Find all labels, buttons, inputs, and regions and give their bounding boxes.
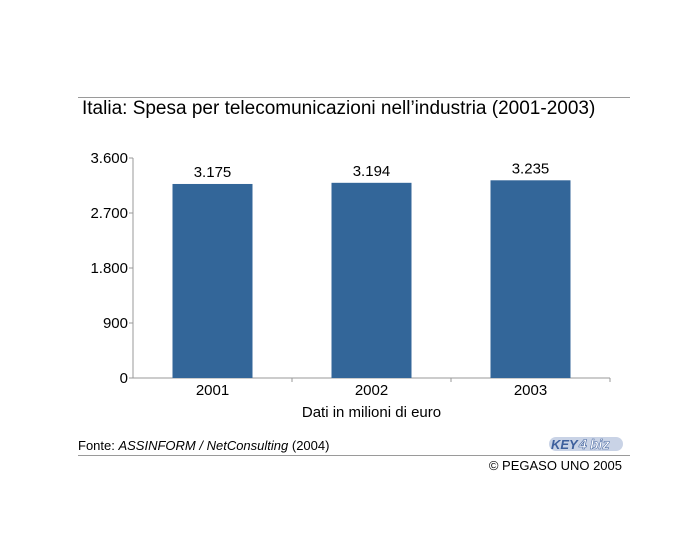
- bar-chart: 0 900 1.800 2.700 3.600 3.175 2001 3.194 2002 3.2…: [90, 150, 611, 421]
- y-tick-label: 900: [103, 315, 128, 332]
- x-tick-label: 2003: [514, 382, 547, 399]
- x-axis-label: Dati in milioni di euro: [302, 404, 441, 421]
- bar: [331, 182, 412, 378]
- y-tick-label: 2.700: [90, 205, 128, 222]
- source-suffix: (2004): [288, 438, 330, 453]
- top-rule: [78, 97, 630, 98]
- source-note: Fonte: ASSINFORM / NetConsulting (2004): [78, 438, 329, 453]
- chart-title: Italia: Spesa per telecomunicazioni nell…: [82, 98, 596, 119]
- bar: [490, 180, 571, 378]
- source-name: ASSINFORM / NetConsulting: [118, 438, 289, 453]
- copyright-note: © PEGASO UNO 2005: [488, 458, 622, 473]
- bar-value-label: 3.235: [512, 160, 550, 177]
- y-tick-label: 0: [120, 370, 128, 387]
- svg-text:biz: biz: [590, 436, 609, 452]
- source-prefix: Fonte:: [78, 438, 119, 453]
- bar: [172, 183, 253, 378]
- y-tick-label: 3.600: [90, 150, 128, 167]
- svg-text:KEY: KEY: [551, 437, 579, 452]
- x-tick-label: 2002: [355, 382, 388, 399]
- key4biz-logo: KEY 4 biz: [549, 436, 623, 452]
- svg-text:4: 4: [578, 436, 587, 452]
- bar-value-label: 3.194: [353, 163, 391, 180]
- y-tick-label: 1.800: [90, 260, 128, 277]
- x-tick-label: 2001: [196, 382, 229, 399]
- bottom-rule: [78, 455, 630, 456]
- bar-value-label: 3.175: [194, 164, 232, 181]
